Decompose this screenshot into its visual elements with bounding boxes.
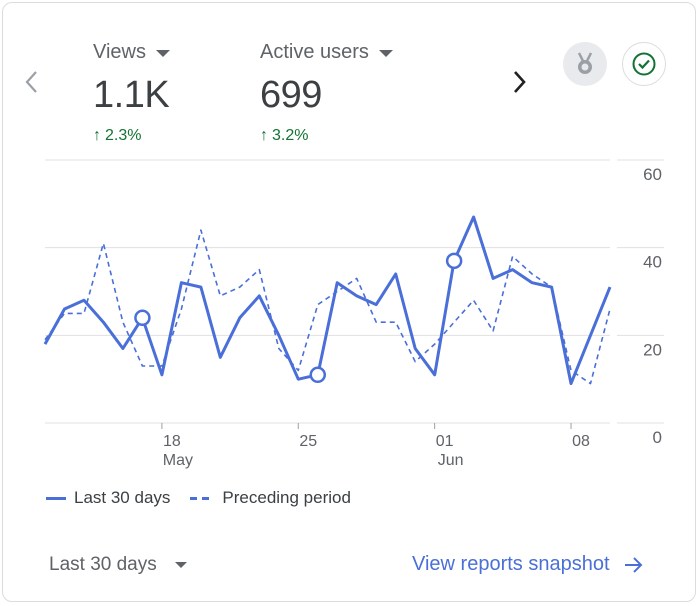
x-tick-label: 25 bbox=[299, 433, 317, 450]
chart-legend: Last 30 days Preceding period bbox=[46, 488, 371, 508]
legend-item-preceding: Preceding period bbox=[190, 488, 351, 508]
metric-active-users-change: 3.2% bbox=[272, 127, 309, 144]
highlight-marker bbox=[134, 309, 151, 327]
y-tick-label: 40 bbox=[643, 253, 662, 272]
chevron-left-icon[interactable] bbox=[21, 67, 43, 97]
metric-views: Views 1.1K ↑ 2.3% bbox=[93, 41, 170, 145]
x-tick-label: 18 bbox=[163, 433, 181, 450]
metric-views-value: 1.1K bbox=[93, 74, 170, 116]
metric-views-change: 2.3% bbox=[105, 127, 142, 144]
x-tick-sublabel: Jun bbox=[438, 452, 464, 469]
y-tick-label: 60 bbox=[643, 165, 662, 184]
arrow-right-icon bbox=[624, 556, 642, 573]
metric-active-users: Active users 699 ↑ 3.2% bbox=[260, 41, 393, 145]
check-circle-icon[interactable] bbox=[622, 42, 666, 86]
caret-down-icon bbox=[156, 50, 170, 57]
y-tick-label: 0 bbox=[653, 428, 662, 447]
insights-medal-icon[interactable] bbox=[563, 42, 607, 86]
legend-label-preceding: Preceding period bbox=[222, 488, 351, 507]
metric-views-label: Views bbox=[93, 41, 146, 63]
series-line-current bbox=[43, 215, 612, 386]
metric-views-selector[interactable]: Views bbox=[93, 41, 170, 64]
highlight-marker bbox=[445, 252, 463, 270]
date-range-label: Last 30 days bbox=[49, 554, 157, 575]
caret-down-icon bbox=[174, 562, 187, 568]
series-line-preceding bbox=[44, 229, 611, 385]
arrow-up-icon: ↑ bbox=[260, 127, 268, 144]
x-tick-label: 08 bbox=[572, 433, 590, 450]
legend-label-current: Last 30 days bbox=[74, 488, 171, 507]
view-reports-snapshot-link[interactable]: View reports snapshot bbox=[412, 553, 644, 576]
date-range-selector[interactable]: Last 30 days bbox=[49, 554, 187, 576]
highlight-marker bbox=[309, 366, 327, 384]
arrow-up-icon: ↑ bbox=[93, 127, 101, 144]
legend-item-current: Last 30 days bbox=[46, 488, 170, 508]
chevron-right-icon[interactable] bbox=[508, 67, 530, 97]
metric-active-users-selector[interactable]: Active users bbox=[260, 41, 393, 64]
legend-swatch-solid bbox=[46, 496, 66, 500]
y-tick-label: 20 bbox=[643, 340, 662, 359]
view-reports-snapshot-label: View reports snapshot bbox=[412, 553, 610, 575]
x-tick-label: 01 bbox=[436, 433, 454, 450]
metric-active-users-value: 699 bbox=[260, 74, 322, 116]
legend-swatch-dashed bbox=[190, 496, 211, 500]
metric-active-users-label: Active users bbox=[260, 41, 369, 63]
x-tick-sublabel: May bbox=[163, 452, 193, 469]
caret-down-icon bbox=[378, 50, 393, 57]
